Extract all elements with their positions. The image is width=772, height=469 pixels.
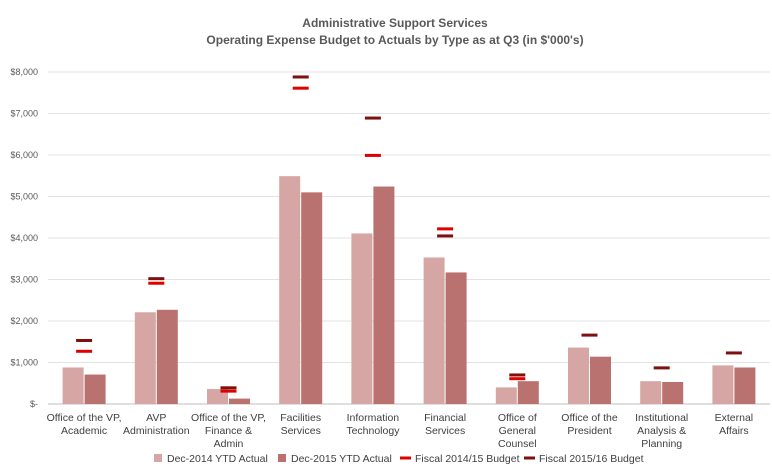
bar-dec-2015 <box>229 398 250 404</box>
budget-2014-15-marker <box>220 389 237 393</box>
x-tick-label: Institutional Analysis & Planning <box>635 412 688 450</box>
legend: Dec-2014 YTD Actual Dec-2015 YTD Actual Fi… <box>154 453 644 465</box>
budget-2015-16-marker <box>292 75 309 79</box>
bar-dec-2015 <box>373 186 395 404</box>
x-tick-label: External Affairs <box>715 412 754 437</box>
bar-dec-2014 <box>134 312 156 404</box>
bar-dec-2015 <box>517 381 539 404</box>
y-tick-label: $8,000 <box>10 67 38 77</box>
y-tick-label: $2,000 <box>10 316 38 326</box>
budget-2015-16-marker <box>653 366 670 370</box>
budget-2015-16-marker <box>148 277 165 281</box>
x-tick-label: AVP Administration <box>123 412 190 437</box>
y-tick-label: $1,000 <box>10 358 38 368</box>
bar-dec-2014 <box>423 257 445 404</box>
y-tick-label: $7,000 <box>10 109 38 119</box>
gridlines <box>48 71 770 405</box>
y-tick-label: $3,000 <box>10 275 38 285</box>
bar-dec-2015 <box>662 382 684 404</box>
budget-2014-15-marker <box>364 153 381 157</box>
bar-dec-2014 <box>351 233 373 404</box>
legend-swatch <box>400 456 411 460</box>
bar-dec-2014 <box>712 365 734 404</box>
bar-dec-2015 <box>734 367 756 404</box>
legend-swatch <box>278 454 286 462</box>
budget-2014-15-marker <box>292 86 309 90</box>
legend-label: Dec-2014 YTD Actual <box>167 453 268 465</box>
x-tick-label: Information Technology <box>346 412 400 437</box>
legend-swatch <box>154 454 162 462</box>
y-axis-ticks: $- $1,000 $2,000 $3,000 $4,000 $5,000 $6,000 $7… <box>10 67 38 409</box>
budget-2015-16-marker <box>581 333 598 337</box>
bar-dec-2014 <box>495 387 517 404</box>
legend-label: Dec-2015 YTD Actual <box>291 453 392 465</box>
bar-dec-2014 <box>640 381 662 404</box>
y-tick-label: $5,000 <box>10 192 38 202</box>
budget-2015-16-marker <box>364 116 381 120</box>
budget-2015-16-marker <box>509 373 526 377</box>
bar-dec-2015 <box>590 356 611 404</box>
legend-label: Fiscal 2015/16 Budget <box>539 453 644 465</box>
y-tick-label: $- <box>30 399 38 409</box>
chart-title: Administrative Support Services <box>302 16 488 30</box>
budget-2015-16-marker <box>220 386 237 390</box>
bar-dec-2015 <box>445 272 467 404</box>
x-tick-label: Financial Services <box>424 412 466 437</box>
legend-swatch <box>524 456 535 460</box>
budget-2014-15-marker <box>509 377 526 381</box>
x-tick-label: Office of the President <box>561 412 618 437</box>
bar-dec-2014 <box>207 389 228 404</box>
legend-label: Fiscal 2014/15 Budget <box>415 453 520 465</box>
y-tick-label: $6,000 <box>10 150 38 160</box>
x-tick-label: Office of the VP, Academic <box>47 412 122 437</box>
budget-2014-15-marker <box>437 227 454 231</box>
y-tick-label: $4,000 <box>10 233 38 243</box>
budget-2015-16-marker <box>725 351 742 355</box>
budget-markers <box>76 75 742 393</box>
bar-dec-2014 <box>279 176 301 404</box>
x-tick-label: Facilities Services <box>280 412 321 437</box>
bar-dec-2014 <box>62 367 84 404</box>
budget-2014-15-marker <box>148 281 165 285</box>
x-tick-label: Office of General Counsel <box>498 412 537 450</box>
bar-dec-2015 <box>301 192 323 404</box>
bar-dec-2014 <box>568 347 589 404</box>
x-tick-label: Office of the VP, Finance & Admin <box>191 412 266 450</box>
budget-2015-16-marker <box>437 234 454 238</box>
bar-dec-2015 <box>84 374 106 404</box>
budget-2014-15-marker <box>76 349 93 353</box>
budget-2015-16-marker <box>76 339 93 343</box>
bar-dec-2015 <box>156 309 178 404</box>
chart-subtitle: Operating Expense Budget to Actuals by T… <box>206 33 583 47</box>
bars <box>62 176 756 404</box>
